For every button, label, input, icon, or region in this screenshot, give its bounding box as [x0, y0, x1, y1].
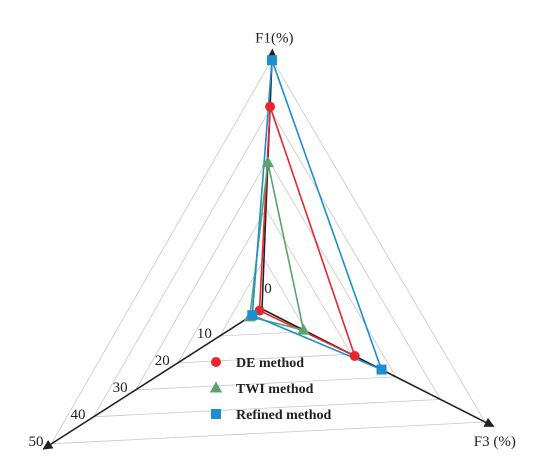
- legend-marker-twi-method: [209, 381, 223, 393]
- labels: F1(%) F2 (%) F3 (%) 0 10 20 30 40 50: [21, 30, 516, 458]
- point-refined-method-f3: [376, 364, 387, 375]
- grid-ring-10: [219, 258, 308, 337]
- point-twi-method-f1: [261, 156, 275, 168]
- point-de-method-f1: [265, 101, 276, 112]
- legend: DE method TWI method Refined method: [209, 356, 331, 423]
- point-refined-method-f1: [266, 55, 277, 66]
- legend-label-refined-method: Refined method: [236, 408, 331, 423]
- grid: [50, 58, 486, 445]
- tick-label-20: 20: [155, 353, 170, 369]
- legend-item-refined-method: Refined method: [211, 408, 331, 423]
- tick-label-10: 10: [197, 326, 212, 342]
- point-de-method-f3: [349, 351, 360, 362]
- axis-f2: [42, 308, 263, 450]
- legend-marker-de-method: [211, 357, 221, 367]
- tick-label-0: 0: [264, 281, 272, 297]
- tick-label-50: 50: [28, 434, 43, 450]
- legend-item-de-method: DE method: [211, 356, 304, 371]
- axis-f1: [261, 48, 278, 310]
- point-refined-method-f2: [247, 310, 258, 321]
- tick-label-30: 30: [113, 380, 128, 396]
- grid-ring-30: [134, 158, 397, 391]
- axis-title-f1: F1(%): [255, 30, 293, 46]
- axis-title-f2: F2 (%): [21, 457, 63, 458]
- series-line-de-method: [258, 106, 357, 358]
- grid-ring-50: [50, 58, 486, 445]
- grid-ring-20: [177, 208, 352, 364]
- legend-label-de-method: DE method: [236, 356, 304, 371]
- series: [243, 55, 387, 375]
- legend-marker-refined-method: [211, 409, 221, 419]
- series-line-refined-method: [251, 59, 383, 372]
- point-twi-method-f3: [297, 323, 310, 335]
- axis-title-f3: F3 (%): [474, 434, 516, 450]
- grid-ring-40: [92, 108, 442, 418]
- legend-label-twi-method: TWI method: [236, 382, 314, 397]
- tick-label-40: 40: [71, 407, 86, 423]
- legend-item-twi-method: TWI method: [209, 381, 314, 397]
